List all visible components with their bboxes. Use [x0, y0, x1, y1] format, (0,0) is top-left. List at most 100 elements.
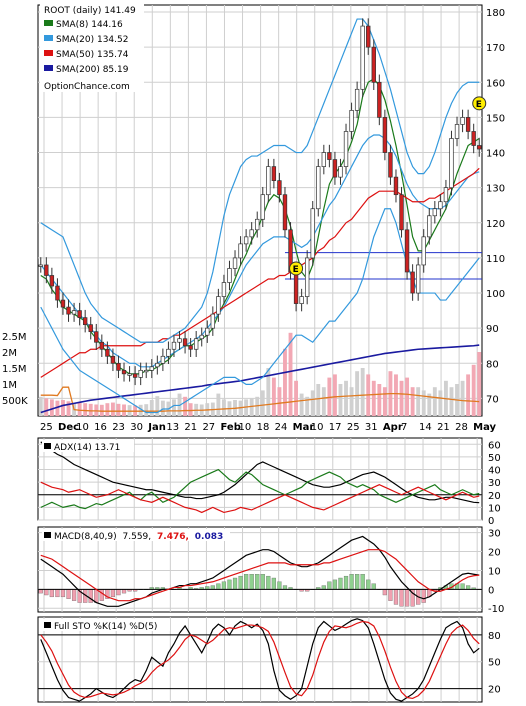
x-tick-label: 23 — [112, 422, 125, 433]
candle-body — [393, 176, 399, 196]
x-tick-label: 24 — [275, 422, 288, 433]
series-sma-50- — [40, 167, 480, 378]
earnings-marker-label: E — [293, 265, 299, 275]
candle-body — [399, 194, 404, 231]
candle-body — [44, 264, 49, 276]
x-tick-label: Mar — [293, 422, 315, 433]
volume-bar — [438, 390, 443, 416]
candle-body — [155, 362, 160, 368]
macd-histogram-bar — [260, 574, 265, 590]
candle-body — [177, 338, 182, 343]
adx-series-adx-14- — [40, 441, 480, 504]
x-tick-label: 25 — [347, 422, 360, 433]
volume-bar — [260, 390, 265, 416]
watermark: OptionChance.com — [44, 82, 130, 92]
x-tick-label: 10 — [76, 422, 89, 433]
x-tick-label: 30 — [130, 422, 143, 433]
candle-body — [77, 310, 82, 318]
series-sma-20- — [40, 134, 480, 368]
adx-tick-label: 10 — [488, 503, 501, 514]
earnings-marker — [472, 96, 487, 111]
adx-tick-label: 30 — [488, 478, 501, 489]
macd-tick-label: 30 — [488, 529, 501, 540]
x-tick-label: 17 — [329, 422, 342, 433]
legend-swatch-sma50 — [44, 50, 53, 56]
x-tick-label: Jan — [147, 422, 166, 433]
candle-body — [171, 341, 177, 350]
volume-tick-label: 2M — [2, 348, 17, 359]
candle-body — [188, 345, 193, 350]
volume-bar — [55, 400, 60, 416]
candle-body — [55, 285, 60, 301]
volume-bar — [449, 387, 454, 416]
x-tick-label: 21 — [184, 422, 197, 433]
candle-body — [266, 166, 271, 196]
x-tick-label: 28 — [455, 422, 468, 433]
volume-tick-label: 1.5M — [2, 364, 27, 375]
volume-bar — [377, 384, 382, 416]
macd-histogram-bar — [94, 589, 99, 603]
candle-body — [427, 215, 432, 238]
sto-title: Full STO %K(14) %D(5) — [54, 622, 157, 632]
candle-body — [343, 131, 349, 167]
macd-series-signal — [40, 549, 480, 602]
price-tick-label: 80 — [486, 359, 499, 370]
candle-body — [304, 257, 310, 297]
volume-tick-label: 1M — [2, 380, 17, 391]
macd-histogram-bar — [121, 589, 127, 594]
macd-histogram-bar — [343, 575, 349, 590]
volume-average-line — [40, 386, 480, 412]
candle-body — [327, 152, 332, 160]
macd-histogram-bar — [277, 581, 282, 590]
svg-text:MACD(8,40,9) 7.559,: MACD(8,40,9) 7.559, 7.476, 0.083 — [54, 532, 223, 542]
adx-title-group: ADX(14) 13.71 — [42, 440, 134, 453]
macd-histogram-bar — [255, 574, 260, 590]
volume-bar — [99, 404, 104, 416]
volume-bar — [61, 400, 65, 416]
volume-bar — [105, 403, 110, 416]
candle-body — [105, 348, 110, 357]
x-tick-label: 7 — [401, 422, 407, 433]
macd-histogram-bar — [116, 589, 121, 596]
candle-body — [377, 81, 382, 118]
earnings-marker-label: E — [476, 100, 482, 110]
series-bollinger-upper — [40, 18, 480, 343]
candle-body — [404, 229, 410, 273]
sto-title-group: Full STO %K(14) %D(5) — [42, 619, 170, 632]
x-tick-label: 21 — [437, 422, 450, 433]
x-tick-label: May — [473, 422, 496, 433]
candle-body — [144, 369, 149, 373]
macd-histogram-bar — [71, 589, 77, 601]
macd-histogram-bar — [399, 589, 404, 607]
adx-tick-label: 20 — [488, 491, 501, 502]
volume-bar — [371, 380, 376, 416]
volume-bar — [288, 332, 293, 416]
candle-body — [60, 299, 66, 308]
price-tick-label: 130 — [486, 184, 505, 195]
macd-histogram-bar — [338, 577, 343, 590]
candle-body — [471, 131, 476, 146]
candle-body — [121, 369, 127, 375]
candle-body — [82, 317, 88, 326]
candle-body — [99, 341, 105, 350]
macd-histogram-bar — [88, 589, 93, 603]
candle-body — [271, 166, 277, 181]
volume-bar — [49, 399, 54, 416]
volume-bar — [466, 374, 471, 416]
x-tick-label: 25 — [40, 422, 53, 433]
candle-body — [232, 257, 238, 269]
macd-histogram-bar — [382, 589, 387, 596]
volume-bar — [382, 387, 387, 416]
candle-body — [477, 145, 482, 150]
candle-body — [127, 373, 132, 376]
adx-tick-label: 0 — [488, 516, 494, 527]
candle-body — [360, 25, 365, 90]
x-tick-label: 10 — [239, 422, 252, 433]
legend-sma8: SMA(8) 144.16 — [56, 20, 123, 30]
candle-body — [238, 243, 243, 259]
macd-histogram-bar — [366, 579, 371, 590]
macd-histogram-bar — [388, 589, 393, 601]
volume-bar — [310, 390, 315, 416]
volume-bar — [221, 399, 226, 416]
adx-tick-label: 40 — [488, 466, 501, 477]
